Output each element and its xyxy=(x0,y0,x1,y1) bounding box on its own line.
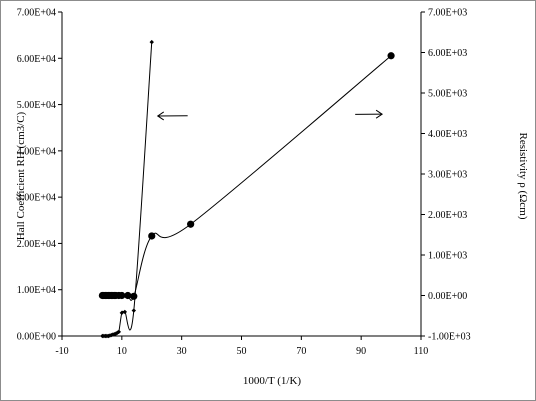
annotation-arrow-1-head xyxy=(156,111,165,121)
x-tick-label: 50 xyxy=(237,346,247,357)
series-1-point xyxy=(116,329,122,335)
right-tick-label: -1.00E+03 xyxy=(428,332,471,343)
x-tick-label: 110 xyxy=(414,346,429,357)
right-tick-label: 5.00E+03 xyxy=(428,89,467,100)
annotations xyxy=(156,109,384,121)
annotation-arrow-2-head xyxy=(375,109,384,119)
series-2-point xyxy=(148,232,156,240)
series-1-point xyxy=(149,39,154,45)
right-tick-label: 4.00E+03 xyxy=(428,129,467,140)
left-tick-label: 4.00E+04 xyxy=(17,146,56,157)
right-tick-label: 0.00E+00 xyxy=(428,291,467,302)
left-tick-label: 3.00E+04 xyxy=(17,193,56,204)
left-tick-label: 2.00E+04 xyxy=(17,239,56,250)
left-tick-label: 5.00E+04 xyxy=(17,100,56,111)
series-markers xyxy=(98,39,395,339)
left-tick-label: 6.00E+04 xyxy=(17,54,56,65)
left-axis-title: Hall Coefficient RH (cm3/C) xyxy=(15,111,27,240)
right-tick-label: 7.00E+03 xyxy=(428,8,467,19)
series-2-point xyxy=(387,52,395,60)
left-tick-label: 7.00E+04 xyxy=(17,8,56,19)
right-tick-label: 3.00E+03 xyxy=(428,170,467,181)
x-axis-title: 1000/T (1/K) xyxy=(243,375,301,387)
series-lines xyxy=(102,42,392,337)
x-tick-label: 10 xyxy=(117,346,127,357)
series-2-point xyxy=(130,292,138,300)
right-tick-label: 1.00E+03 xyxy=(428,251,467,262)
ticks: 0.00E+00 1.00E+04 2.00E+04 3.00E+04 4.00E+04… xyxy=(17,8,471,358)
series-2-point xyxy=(187,220,195,228)
x-tick-label: -10 xyxy=(55,346,68,357)
series-1-point xyxy=(131,308,136,313)
series-1-point xyxy=(122,309,128,315)
axes xyxy=(61,12,422,337)
right-tick-label: 6.00E+03 xyxy=(428,48,467,59)
x-tick-label: 30 xyxy=(177,346,187,357)
series-2-line xyxy=(102,55,392,301)
series-2-point xyxy=(124,291,132,300)
x-tick-label: 70 xyxy=(296,346,306,357)
right-axis-title: Resistivity ρ (Ωcm) xyxy=(517,133,529,220)
series-2-point xyxy=(118,291,126,300)
right-tick-label: 2.00E+03 xyxy=(428,210,467,221)
x-tick-label: 90 xyxy=(356,346,366,357)
left-tick-label: 0.00E+00 xyxy=(17,332,56,343)
left-tick-label: 1.00E+04 xyxy=(17,285,56,296)
